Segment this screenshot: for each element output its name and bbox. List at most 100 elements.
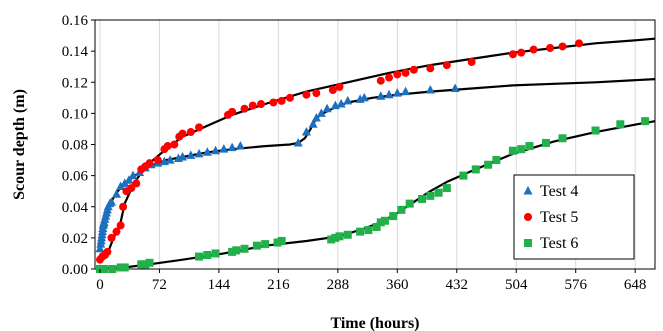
data-point: [119, 202, 128, 211]
y-tick-label-4: 0.08: [62, 138, 88, 154]
data-point: [343, 230, 352, 239]
data-point: [116, 221, 125, 230]
x-tick-label-7: 504: [505, 277, 528, 293]
data-point: [372, 222, 381, 231]
data-point: [558, 134, 567, 143]
data-point: [376, 76, 385, 85]
data-point: [211, 249, 220, 258]
x-tick-label-9: 648: [624, 277, 647, 293]
data-point: [385, 73, 394, 82]
x-tick-label-4: 288: [327, 277, 350, 293]
data-point: [120, 263, 129, 272]
data-point: [541, 138, 550, 147]
data-point: [442, 184, 451, 193]
data-point: [137, 260, 146, 269]
y-axis-title: Scour depth (m): [11, 89, 28, 200]
data-point: [107, 233, 116, 242]
data-point: [467, 58, 476, 67]
x-tick-label-5: 360: [386, 277, 409, 293]
data-point: [240, 104, 249, 113]
legend-marker-2: [524, 213, 532, 221]
data-point: [203, 250, 212, 259]
y-axis-ticks: 0.00 0.02 0.04 0.06 0.08 0.10 0.12 0.14 0.16: [62, 13, 95, 278]
data-point: [380, 216, 389, 225]
data-point: [335, 82, 344, 91]
data-point: [194, 148, 204, 158]
legend-marker-1: [523, 186, 533, 195]
data-point: [359, 92, 369, 102]
data-point: [401, 68, 410, 77]
legend-label-3: Test 6: [540, 235, 578, 252]
x-tick-label-1: 72: [152, 277, 167, 293]
data-point: [426, 64, 435, 73]
x-tick-label-6: 432: [446, 277, 469, 293]
data-point: [546, 44, 555, 53]
data-point: [393, 70, 402, 79]
data-point: [186, 150, 196, 159]
data-point: [459, 171, 468, 180]
data-point: [178, 129, 187, 138]
data-point: [376, 218, 385, 227]
data-point: [389, 212, 398, 221]
legend-label-1: Test 4: [540, 183, 578, 200]
series-2-points: [95, 39, 584, 264]
data-point: [418, 194, 427, 203]
data-point: [232, 246, 241, 255]
x-axis-ticks: 0 72 144 216 288 360 432 504 576 648: [96, 269, 646, 293]
data-point: [269, 98, 278, 107]
y-tick-label-7: 0.14: [62, 44, 89, 60]
data-point: [195, 123, 204, 132]
data-point: [228, 107, 237, 116]
data-point: [508, 146, 517, 155]
data-point: [141, 260, 150, 269]
data-point: [316, 108, 326, 117]
data-point: [257, 100, 266, 109]
data-point: [240, 244, 249, 253]
y-tick-label-8: 0.16: [62, 13, 89, 29]
x-axis-title: Time (hours): [330, 315, 419, 331]
legend-label-2: Test 5: [540, 209, 578, 226]
data-point: [450, 83, 460, 92]
data-point: [392, 88, 402, 97]
data-point: [517, 145, 526, 154]
data-point: [170, 140, 179, 149]
data-point: [343, 95, 353, 105]
data-point: [397, 205, 406, 214]
data-point: [211, 145, 221, 155]
y-tick-label-1: 0.02: [62, 231, 88, 247]
data-point: [327, 235, 336, 244]
data-point: [409, 65, 418, 74]
x-tick-label-2: 144: [208, 277, 231, 293]
data-point: [616, 120, 625, 129]
y-tick-label-3: 0.06: [62, 169, 89, 185]
data-point: [195, 252, 204, 261]
data-point: [311, 113, 321, 122]
data-point: [165, 155, 175, 164]
data-point: [120, 178, 130, 187]
data-point: [252, 241, 261, 250]
data-point: [331, 233, 340, 242]
data-point: [308, 119, 318, 128]
data-point: [471, 165, 480, 174]
data-point: [525, 142, 534, 151]
data-point: [641, 117, 650, 126]
data-point: [492, 156, 501, 165]
data-point: [273, 238, 282, 247]
y-tick-label-6: 0.12: [62, 75, 88, 91]
x-tick-label-8: 576: [564, 277, 587, 293]
data-point: [116, 181, 126, 191]
data-point: [219, 144, 229, 153]
data-point: [405, 199, 414, 208]
series-1-points: [95, 83, 460, 253]
data-point: [227, 142, 237, 152]
data-point: [95, 243, 105, 253]
data-point: [153, 156, 162, 165]
y-tick-label-0: 0.00: [62, 262, 88, 278]
data-point: [100, 265, 109, 273]
data-point: [302, 90, 311, 99]
y-tick-label-2: 0.04: [62, 200, 89, 216]
data-point: [328, 86, 337, 95]
data-point: [442, 61, 451, 70]
data-point: [335, 232, 344, 241]
legend-box: [513, 174, 635, 260]
